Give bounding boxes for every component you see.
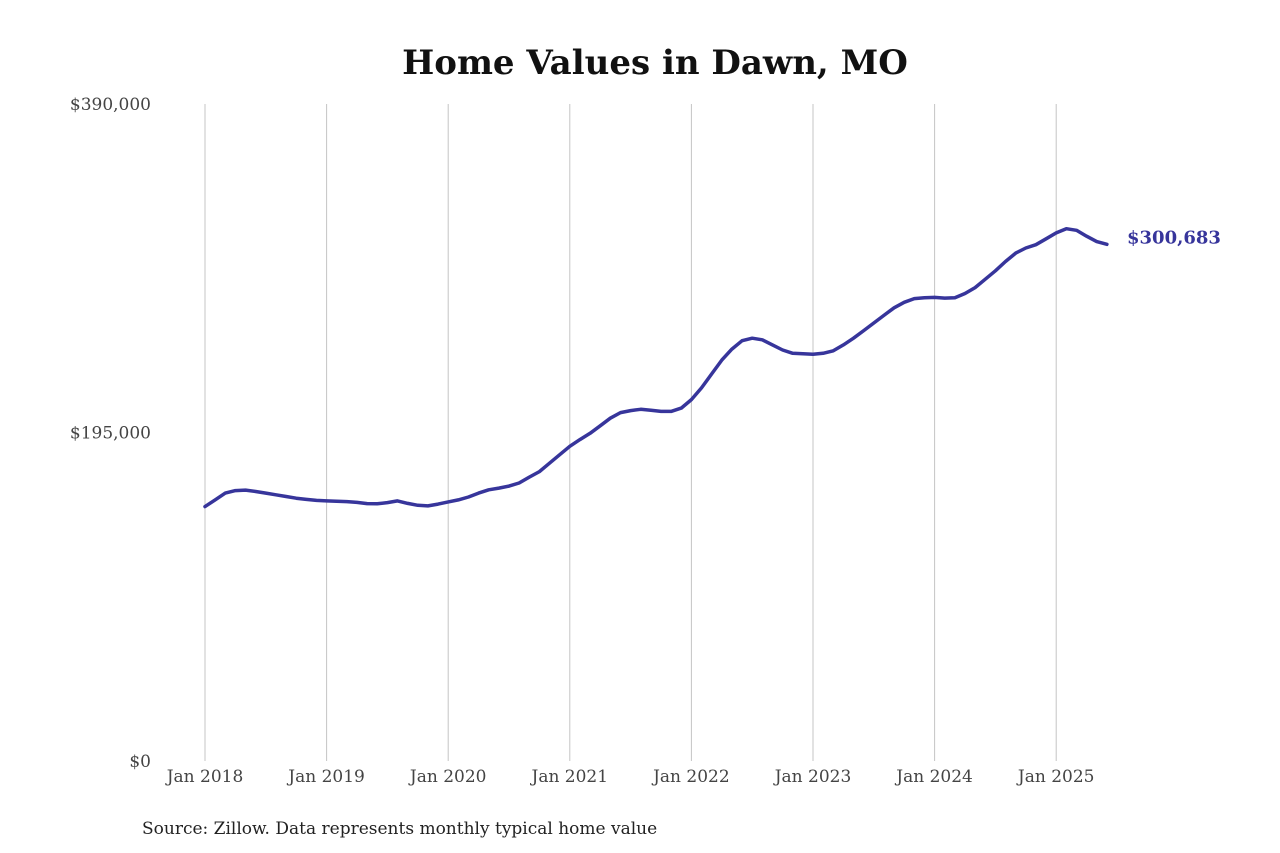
- x-tick-label: Jan 2018: [165, 767, 244, 787]
- y-axis-tick-labels: $0 $195,000 $390,000: [70, 95, 151, 772]
- x-tick-label: Jan 2020: [408, 767, 487, 787]
- source-note: Source: Zillow. Data represents monthly …: [142, 819, 657, 839]
- y-tick-label: $0: [129, 752, 151, 772]
- y-tick-label: $390,000: [70, 95, 151, 115]
- x-tick-label: Jan 2024: [894, 767, 973, 787]
- series-end-value-label: $300,683: [1127, 227, 1221, 248]
- x-tick-label: Jan 2022: [651, 767, 730, 787]
- x-tick-label: Jan 2021: [530, 767, 609, 787]
- chart-title: Home Values in Dawn, MO: [402, 43, 908, 83]
- series-line-home-value: [203, 226, 1109, 509]
- y-tick-label: $195,000: [70, 424, 151, 444]
- x-tick-label: Jan 2023: [773, 767, 852, 787]
- x-axis-tick-labels: Jan 2018 Jan 2019 Jan 2020 Jan 2021 Jan 2022…: [165, 767, 1095, 787]
- x-tick-label: Jan 2019: [286, 767, 365, 787]
- x-tick-label: Jan 2025: [1016, 767, 1095, 787]
- series-points: [204, 228, 1108, 508]
- gridlines: [204, 104, 1057, 761]
- series-layer: $300,683: [203, 226, 1221, 509]
